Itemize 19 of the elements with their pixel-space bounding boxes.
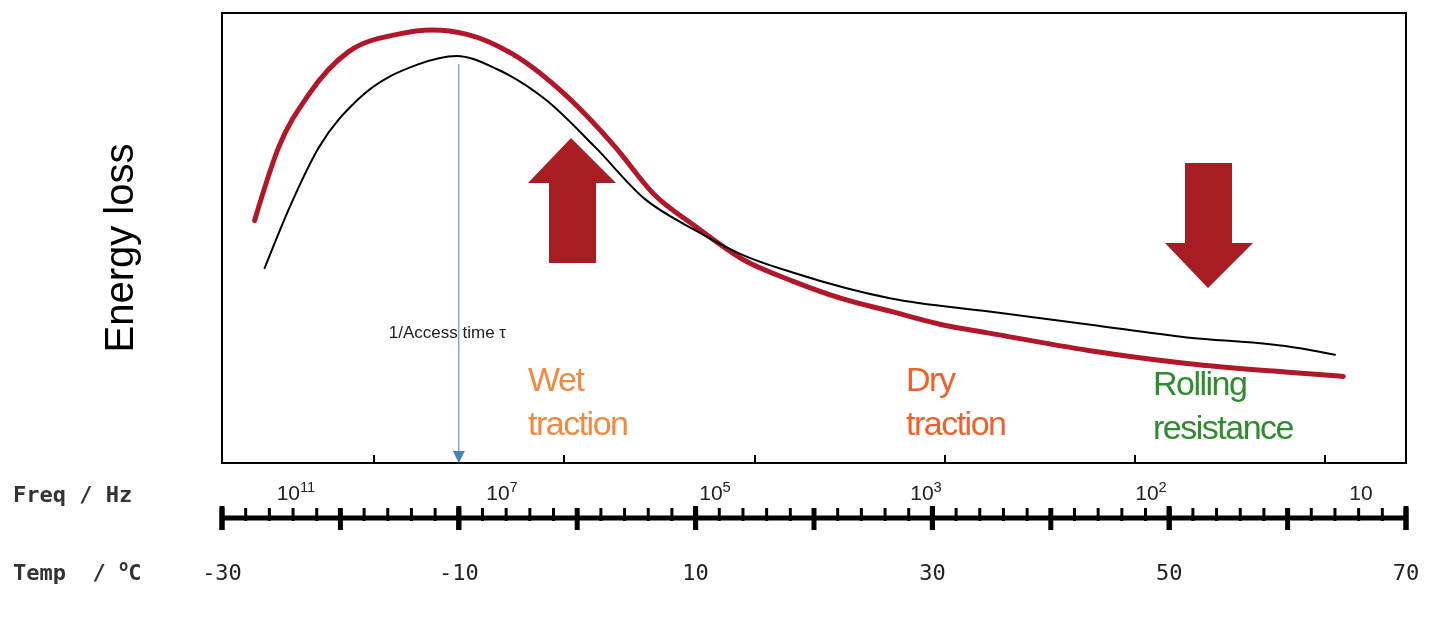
x-tick-label: 10 (682, 560, 709, 585)
text: 10$^{11}$ (276, 479, 316, 504)
text: 10$^{2}$ (1135, 479, 1167, 504)
text: 10$^{7}$ (486, 479, 518, 504)
text: 10$^{3}$ (910, 479, 942, 504)
x-tick-label: 70 (1392, 560, 1420, 585)
text: 10 (1349, 481, 1373, 504)
annotation: Wet traction (528, 360, 628, 442)
x-tick-label: -10 (438, 560, 479, 585)
ref-line-label: 1/Access time τ (388, 323, 507, 342)
x-tick-label: -30 (202, 560, 242, 585)
x-tick-label: 50 (1155, 560, 1183, 585)
annotation: Rolling resistance (1153, 364, 1294, 446)
x-tick-label: 30 (919, 560, 946, 585)
y-axis-title: Energy loss (97, 143, 141, 353)
text: 10$^{5}$ (699, 479, 731, 504)
annotation: Dry traction (906, 360, 1006, 442)
x-axis-title: Temp / $^{o}$C (13, 557, 142, 585)
x2-axis-title: Freq / Hz (13, 482, 133, 507)
